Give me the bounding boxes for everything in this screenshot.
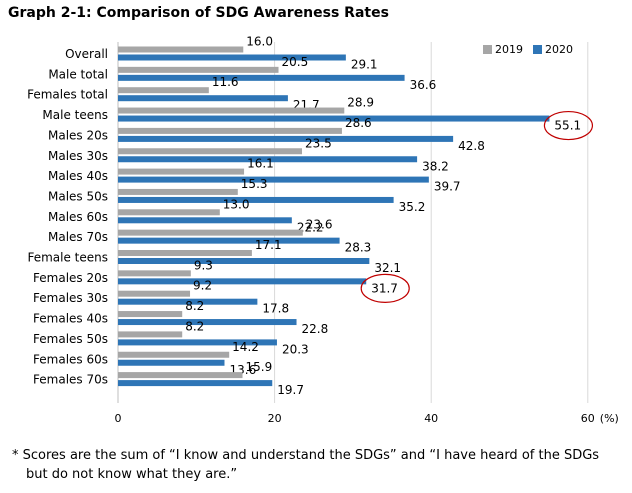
value-label-2019: 8.2	[185, 299, 204, 313]
bar-2019	[118, 311, 183, 318]
x-axis-unit: (%)	[600, 412, 619, 425]
category-label: Females 20s	[33, 271, 108, 285]
bar-2019	[118, 209, 220, 216]
bar-2019	[118, 290, 191, 297]
legend-swatch-2019	[483, 45, 492, 54]
bar-2020	[118, 196, 394, 203]
value-label-2019: 8.2	[185, 319, 204, 333]
bar-2020	[118, 319, 297, 326]
bar-2019	[118, 331, 183, 338]
category-label: Males 40s	[48, 169, 108, 183]
x-tick-label: 20	[268, 412, 282, 425]
value-label-2019: 15.3	[241, 177, 268, 191]
bar-2020	[118, 115, 550, 122]
value-label-2019: 17.1	[255, 238, 282, 252]
bar-2019	[118, 351, 230, 358]
bar-2020	[118, 74, 405, 81]
bar-2019	[118, 270, 191, 277]
value-label-2019: 13.0	[223, 197, 250, 211]
value-label-2020: 17.8	[262, 302, 289, 316]
value-label-2020: 38.2	[422, 159, 449, 173]
footnote-line-2: but do not know what they are.”	[26, 467, 238, 482]
value-label-2020: 22.2	[297, 220, 324, 234]
x-tick-label: 40	[424, 412, 438, 425]
value-label-2020: 55.1	[554, 119, 581, 133]
bar-2020	[118, 339, 277, 346]
value-label-2019: 23.5	[305, 136, 332, 150]
value-label-2019: 9.2	[193, 279, 212, 293]
category-label: Males 50s	[48, 189, 108, 203]
category-label: Females 50s	[33, 332, 108, 346]
value-label-2019: 11.6	[212, 75, 239, 89]
value-label-2020: 20.3	[282, 342, 309, 356]
chart-title: Graph 2-1: Comparison of SDG Awareness R…	[8, 5, 389, 21]
value-label-2019: 23.6	[306, 218, 333, 232]
bar-2020	[118, 258, 370, 264]
x-tick-label: 0	[115, 412, 122, 425]
category-label: Females 40s	[33, 312, 108, 326]
value-label-2020: 19.7	[277, 383, 304, 397]
bar-2020	[118, 156, 418, 163]
category-label: Males 30s	[48, 149, 108, 163]
category-label: Males 60s	[48, 210, 108, 224]
footnote: * Scores are the sum of “I know and unde…	[12, 446, 622, 484]
value-label-2019: 16.1	[247, 157, 274, 171]
value-label-2020: 42.8	[458, 139, 485, 153]
bar-2019	[118, 188, 238, 195]
category-label: Females total	[27, 88, 108, 102]
highlight-circle	[543, 110, 594, 141]
bar-2020	[118, 217, 292, 224]
bar-2019	[118, 66, 279, 73]
bar-2020	[118, 95, 288, 102]
x-tick-label: 60	[581, 412, 595, 425]
category-label: Males 70s	[48, 230, 108, 244]
category-label: Females 60s	[33, 352, 108, 366]
bar-chart: 0 20 40 60 (%) Overall 16.0 29.1 Male total 20.5 3…	[27, 35, 619, 426]
legend-label-2019: 2019	[495, 43, 523, 56]
bar-2019	[118, 372, 243, 379]
value-label-2019: 9.3	[194, 258, 213, 272]
bar-2019	[118, 250, 252, 256]
value-label-2020: 22.8	[302, 322, 329, 336]
bar-2020	[118, 359, 225, 366]
value-label-2020: 35.2	[399, 200, 426, 214]
value-label-2020: 29.1	[351, 58, 378, 72]
bar-2019	[118, 148, 303, 155]
bar-2019	[118, 127, 342, 134]
bar-2020	[118, 54, 346, 61]
category-label: Females 70s	[33, 373, 108, 387]
bar-2019	[118, 107, 345, 114]
legend-label-2020: 2020	[545, 43, 573, 56]
value-label-2019: 15.9	[245, 360, 272, 374]
value-label-2019: 16.0	[246, 35, 273, 49]
bar-2020	[118, 135, 454, 142]
bar-2020	[118, 278, 367, 285]
bar-2020	[118, 298, 258, 305]
category-label: Male total	[48, 67, 108, 81]
bar-2019	[118, 168, 245, 175]
value-label-2020: 32.1	[374, 261, 401, 275]
value-label-2020: 39.7	[434, 180, 461, 194]
value-label-2019: 14.2	[232, 340, 259, 354]
category-label: Male teens	[42, 108, 108, 122]
value-label-2020: 36.6	[410, 78, 437, 92]
bar-2020	[118, 380, 273, 387]
bar-2019	[118, 87, 209, 94]
value-label-2019: 28.6	[345, 116, 372, 130]
highlight-circle	[360, 273, 410, 303]
category-label: Overall	[65, 47, 108, 61]
value-label-2020: 31.7	[371, 281, 398, 295]
value-label-2020: 28.3	[345, 241, 372, 255]
category-label: Female teens	[27, 251, 108, 265]
bar-2019	[118, 229, 303, 236]
value-label-2019: 20.5	[282, 55, 309, 69]
bar-2020	[118, 237, 340, 244]
category-label: Males 20s	[48, 128, 108, 142]
bar-2020	[118, 176, 429, 183]
bar-2019	[118, 46, 244, 53]
category-label: Females 30s	[33, 291, 108, 305]
legend-swatch-2020	[533, 45, 542, 54]
value-label-2019: 28.9	[347, 96, 374, 110]
footnote-line-1: * Scores are the sum of “I know and unde…	[12, 448, 600, 463]
